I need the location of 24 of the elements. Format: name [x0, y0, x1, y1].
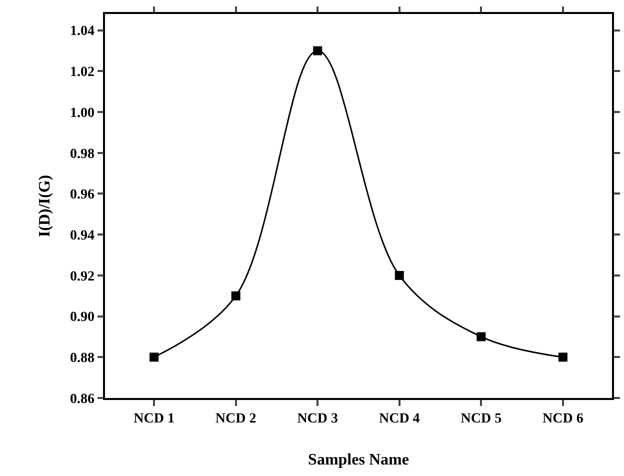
- x-tick-label: NCD 4: [378, 412, 420, 427]
- point: [394, 270, 404, 280]
- y-tick-label: 0.88: [70, 351, 94, 366]
- y-axis-title: I(D)/I(G): [36, 174, 54, 238]
- x-axis-title: Samples Name: [308, 452, 409, 469]
- x-tick-label: NCD 1: [134, 412, 174, 427]
- point: [476, 332, 486, 342]
- point: [313, 46, 322, 56]
- point: [231, 291, 240, 300]
- y-tick-label: 0.94: [70, 228, 94, 244]
- y-tick-label: 0.90: [70, 310, 94, 326]
- y-tick-label: 1.00: [70, 106, 94, 121]
- x-tick-label: NCD 3: [297, 412, 338, 427]
- y-tick-label: 0.98: [70, 146, 94, 162]
- x-tick-label: NCD 2: [215, 412, 256, 427]
- x-tick-label: NCD 5: [460, 412, 502, 427]
- y-tick-label: 1.04: [70, 24, 94, 40]
- y-tick-label: 0.96: [70, 188, 94, 203]
- x-tick-label: NCD 6: [542, 412, 584, 427]
- y-tick-label: 0.92: [70, 269, 94, 284]
- point: [558, 352, 568, 362]
- point: [150, 352, 159, 362]
- y-tick-label: 0.86: [70, 392, 94, 407]
- y-tick-label: 1.02: [70, 65, 94, 80]
